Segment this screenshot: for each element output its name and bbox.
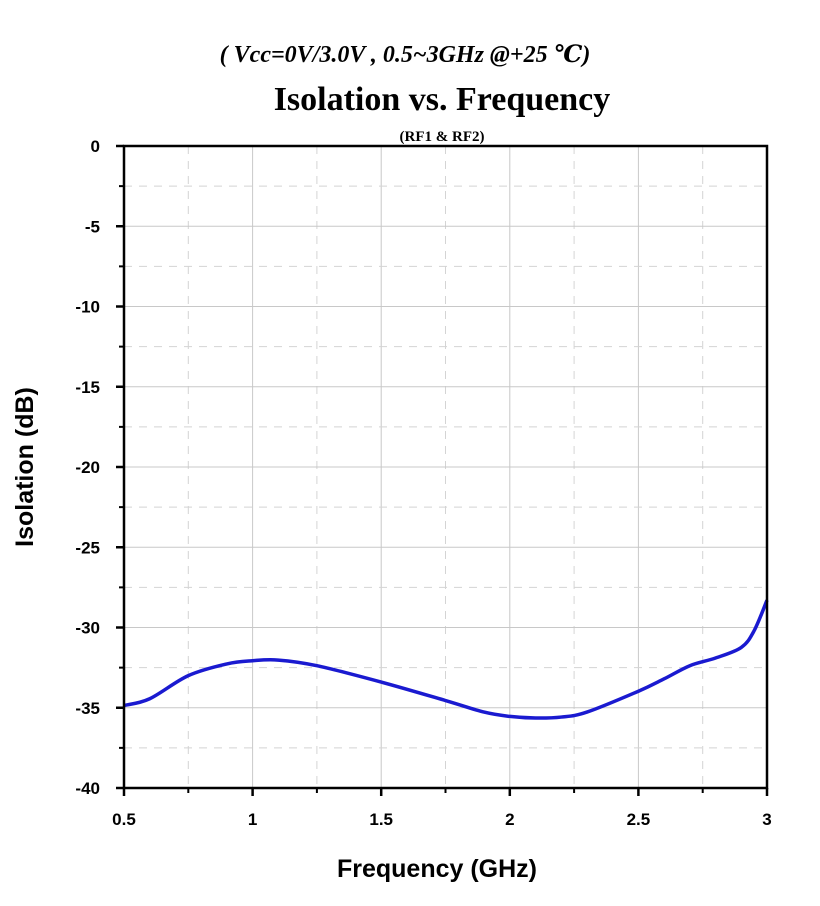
- chart-subtitle: (RF1 & RF2): [400, 129, 485, 145]
- y-tick-label: -15: [75, 378, 100, 397]
- y-tick-label: -25: [75, 538, 100, 557]
- series-lines: [123, 599, 769, 720]
- x-tick-label: 1.5: [369, 810, 393, 829]
- x-axis-label: Frequency (GHz): [337, 855, 537, 883]
- plot-frame: [122, 144, 769, 790]
- x-tick-label: 1: [248, 810, 257, 829]
- grid: [124, 146, 767, 788]
- x-tick-label: 0.5: [112, 810, 136, 829]
- x-tick-label: 2: [505, 810, 514, 829]
- y-tick-label: -30: [75, 619, 100, 638]
- y-tick-label: -10: [75, 298, 100, 317]
- series-line-isolation: [123, 599, 769, 720]
- chart-conditions: ( Vcc=0V/3.0V , 0.5~3GHz @+25 ℃): [220, 42, 591, 68]
- x-tick-label: 2.5: [627, 810, 651, 829]
- y-tick-label: -20: [75, 458, 100, 477]
- y-tick-label: -35: [75, 699, 100, 718]
- y-axis-label: Isolation (dB): [11, 387, 39, 547]
- y-tick-label: -40: [75, 779, 100, 798]
- chart-title: Isolation vs. Frequency: [274, 81, 611, 118]
- x-tick-label: 3: [762, 810, 771, 829]
- y-tick-label: 0: [91, 137, 100, 156]
- axis-ticks: 0.5 1 1.5 2 2.5 3 0 -5 -10 -15 -20 -25 -30 -35 -40: [75, 137, 771, 829]
- y-tick-label: -5: [85, 217, 100, 236]
